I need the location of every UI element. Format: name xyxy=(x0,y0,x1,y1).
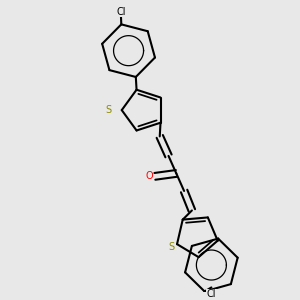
Text: S: S xyxy=(105,105,111,115)
Text: O: O xyxy=(145,171,153,182)
Text: S: S xyxy=(168,242,175,251)
Text: Cl: Cl xyxy=(116,7,125,17)
Text: Cl: Cl xyxy=(207,290,216,299)
